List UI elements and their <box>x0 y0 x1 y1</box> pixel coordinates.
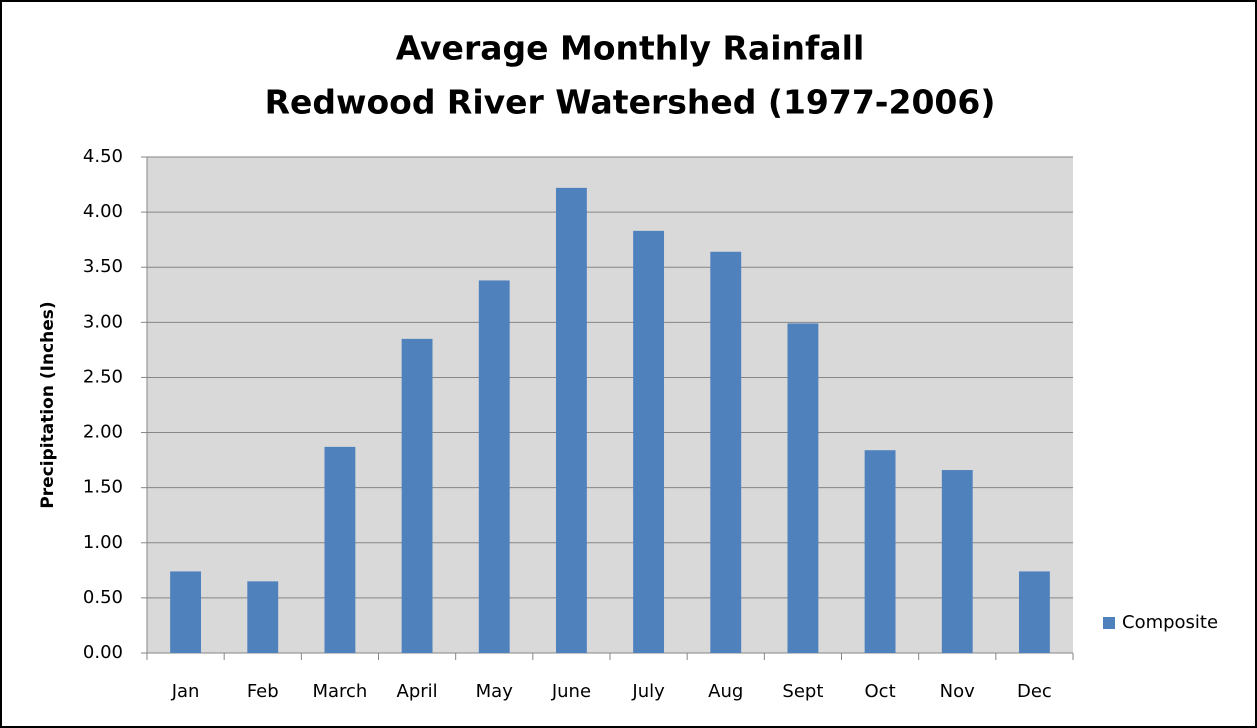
x-tick-label: Aug <box>708 681 743 702</box>
x-tick-label: April <box>397 681 438 702</box>
x-tick-label: Nov <box>940 681 975 702</box>
bar <box>170 571 202 653</box>
y-tick-label: 0.00 <box>83 642 123 663</box>
bar <box>555 187 587 653</box>
y-tick-label: 3.50 <box>83 256 123 277</box>
x-tick-label: May <box>476 681 514 702</box>
x-tick-label: March <box>312 681 367 702</box>
y-tick-label: 2.00 <box>83 422 123 443</box>
y-tick-label: 0.50 <box>83 587 123 608</box>
bar <box>787 323 819 653</box>
chart-subtitle: Redwood River Watershed (1977-2006) <box>265 83 996 122</box>
x-tick-label: June <box>551 681 591 702</box>
bar <box>324 446 356 653</box>
x-tick-label: Oct <box>865 681 896 702</box>
bar <box>401 338 433 653</box>
y-tick-label: 1.00 <box>83 532 123 553</box>
y-axis-label: Precipitation (Inches) <box>38 301 58 508</box>
legend-label: Composite <box>1122 612 1218 633</box>
bar <box>941 470 973 653</box>
bar <box>478 280 510 653</box>
y-tick-label: 3.00 <box>83 311 123 332</box>
x-tick-label: Dec <box>1017 681 1052 702</box>
bar <box>864 450 896 653</box>
x-tick-label: Feb <box>247 681 279 702</box>
x-tick-label: Jan <box>171 681 200 702</box>
x-tick-label: July <box>631 681 665 702</box>
bar <box>247 581 279 653</box>
y-tick-label: 4.00 <box>83 201 123 222</box>
y-tick-label: 4.50 <box>83 146 123 167</box>
plot-area <box>147 157 1073 653</box>
chart-title: Average Monthly Rainfall <box>396 29 865 68</box>
y-tick-label: 2.50 <box>83 366 123 387</box>
bar <box>633 230 665 654</box>
bar <box>710 251 742 653</box>
legend-swatch <box>1103 617 1115 629</box>
bar <box>1018 571 1050 653</box>
x-tick-label: Sept <box>782 681 823 702</box>
y-tick-label: 1.50 <box>83 477 123 498</box>
